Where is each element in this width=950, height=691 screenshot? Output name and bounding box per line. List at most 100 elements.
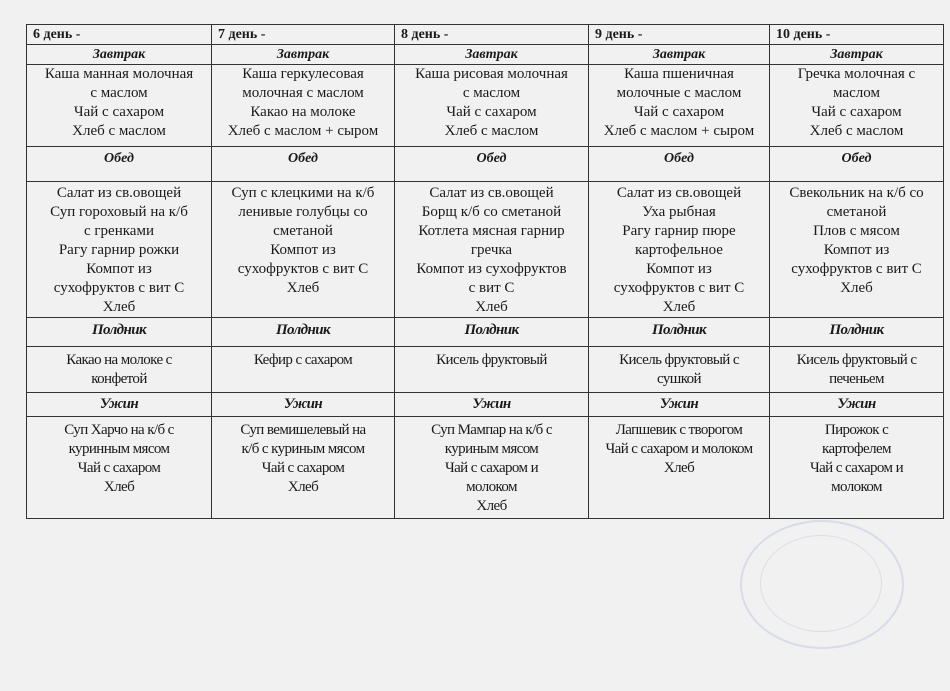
meal-label-lunch: Обед [211, 146, 395, 182]
dish-line: Хлеб [102, 299, 136, 315]
dish-line: Хлеб [103, 479, 135, 495]
faded-stamp-inner [760, 535, 882, 632]
day-title: 9 день - [588, 24, 770, 45]
dish-line: Кефир с сахаром [253, 352, 353, 368]
dish-line: сметаной [826, 204, 887, 220]
meal-label-breakfast: Завтрак [394, 44, 589, 65]
dish-line: Хлеб [286, 280, 320, 296]
meal-items-lunch: Салат из св.овощей Борщ к/б со сметаной Ко… [394, 181, 589, 318]
meal-label-breakfast: Завтрак [588, 44, 770, 65]
meal-label-dinner: Ужин [769, 392, 944, 417]
meal-label-breakfast: Завтрак [769, 44, 944, 65]
day-title: 10 день - [769, 24, 944, 45]
dish-line: Компот из [86, 261, 152, 277]
dish-line: Хлеб с маслом [444, 123, 539, 139]
meal-items-snack: Кисель фруктовый с сушкой [588, 346, 770, 393]
dish-line: Компот из [823, 242, 890, 258]
dish-line: печеньем [829, 371, 884, 387]
meal-label-lunch: Обед [769, 146, 944, 182]
meal-items-dinner: Пирожок с картофелем Чай с сахаром и молоко… [769, 416, 944, 519]
meal-label-dinner: Ужин [394, 392, 589, 417]
meal-label-dinner: Ужин [26, 392, 212, 417]
dish-line: Хлеб [287, 479, 319, 495]
dish-line: Чай с сахаром и [809, 460, 904, 476]
dish-line: Кисель фруктовый [436, 352, 547, 368]
meal-label-breakfast: Завтрак [26, 44, 212, 65]
dish-line: Суп Мампар на к/б с [431, 422, 552, 438]
meal-items-snack: Кисель фруктовый [394, 346, 589, 393]
dish-line: Суп гороховый на к/б [50, 204, 188, 220]
dish-line: Кисель фруктовый с [619, 352, 739, 368]
dish-line: Чай с сахаром [633, 104, 725, 120]
meal-label-snack: Полдник [211, 317, 395, 347]
dish-line: молочная с маслом [242, 85, 364, 101]
dish-line: Хлеб [840, 280, 873, 296]
dish-line: с маслом [90, 85, 148, 101]
dish-line: гречка [470, 242, 513, 258]
dish-line: с вит С [468, 280, 515, 296]
dish-line: картофелем [822, 441, 891, 457]
meal-items-snack: Какао на молоке с конфетой [26, 346, 212, 393]
dish-line: Чай с сахаром [261, 460, 345, 476]
meal-items-snack: Кефир с сахаром [211, 346, 395, 393]
dish-line: Хлеб [475, 299, 508, 315]
meal-label-lunch: Обед [26, 146, 212, 182]
dish-line: Чай с сахаром [811, 104, 902, 120]
dish-line: Салат из св.овощей [616, 185, 742, 201]
dish-line: Чай с сахаром [73, 104, 165, 120]
meal-items-lunch: Суп с клецкими на к/б ленивые голубцы со с… [211, 181, 395, 318]
dish-line: Суп Харчо на к/б с [64, 422, 174, 438]
day-title: 7 день - [211, 24, 395, 45]
meal-header-row-lunch: Обед Обед Обед Обед Обед [26, 146, 944, 182]
dish-line: к/б с куриным мясом [241, 441, 365, 457]
dish-line: Компот из [270, 242, 336, 258]
meal-items-row-breakfast: Каша манная молочная с маслом Чай с сахаро… [26, 64, 944, 147]
meal-header-row-breakfast: Завтрак Завтрак Завтрак Завтрак Завтрак [26, 44, 944, 65]
dish-line: Хлеб [476, 498, 507, 514]
dish-line: Рагу гарнир пюре [622, 223, 736, 239]
dish-line: Кисель фруктовый с [796, 352, 917, 368]
dish-line: Гречка молочная с [797, 66, 916, 82]
meal-items-lunch: Салат из св.овощей Уха рыбная Рагу гарнир … [588, 181, 770, 318]
dish-line: с гренками [84, 223, 154, 239]
meal-items-lunch: Салат из св.овощей Суп гороховый на к/б с … [26, 181, 212, 318]
meal-header-row-snack: Полдник Полдник Полдник Полдник Полдник [26, 317, 944, 347]
meal-label-lunch: Обед [394, 146, 589, 182]
meal-items-dinner: Суп Мампар на к/б с куриным мясом Чай с са… [394, 416, 589, 519]
dish-line: Каша пшеничная [624, 66, 734, 82]
dish-line: Суп вемишелевый на [240, 422, 366, 438]
dish-line: Суп с клецкими на к/б [231, 185, 375, 201]
dish-line: Рагу гарнир рожки [58, 242, 180, 258]
dish-line: Хлеб с маслом [72, 123, 166, 139]
dish-line: сухофруктов с вит С [53, 280, 185, 296]
meal-header-row-dinner: Ужин Ужин Ужин Ужин Ужин [26, 392, 944, 417]
dish-line: Хлеб [662, 299, 696, 315]
meal-label-dinner: Ужин [588, 392, 770, 417]
dish-line: куринным мясом [68, 441, 170, 457]
meal-label-snack: Полдник [394, 317, 589, 347]
dish-line: Борщ к/б со сметаной [421, 204, 562, 220]
dish-line: Уха рыбная [642, 204, 716, 220]
dish-line: Пирожок с [824, 422, 889, 438]
dish-line: конфетой [91, 371, 147, 387]
dish-line: Каша рисовая молочная [415, 66, 568, 82]
meal-items-row-dinner: Суп Харчо на к/б с куринным мясом Чай с са… [26, 416, 944, 519]
menu-table: 6 день -7 день -8 день -9 день -10 день … [26, 24, 944, 519]
dish-line: Лапшевик с творогом [615, 422, 743, 438]
dish-line: маслом [833, 85, 880, 101]
dish-line: сухофруктов с вит С [791, 261, 922, 277]
dish-line: Чай с сахаром и молоком [605, 441, 754, 457]
meal-items-breakfast: Каша геркулесовая молочная с маслом Какао … [211, 64, 395, 147]
dish-line: Каша манная молочная [44, 66, 194, 82]
dish-line: Хлеб [663, 460, 695, 476]
dish-line: молоком [831, 479, 882, 495]
dish-line: Плов с мясом [813, 223, 900, 239]
dish-line: Салат из св.овощей [56, 185, 182, 201]
meal-label-lunch: Обед [588, 146, 770, 182]
meal-items-breakfast: Каша манная молочная с маслом Чай с сахаро… [26, 64, 212, 147]
dish-line: Компот из [646, 261, 712, 277]
day-title: 8 день - [394, 24, 589, 45]
day-header-row: 6 день -7 день -8 день -9 день -10 день … [26, 24, 944, 45]
dish-line: Котлета мясная гарнир [418, 223, 565, 239]
day-title: 6 день - [26, 24, 212, 45]
